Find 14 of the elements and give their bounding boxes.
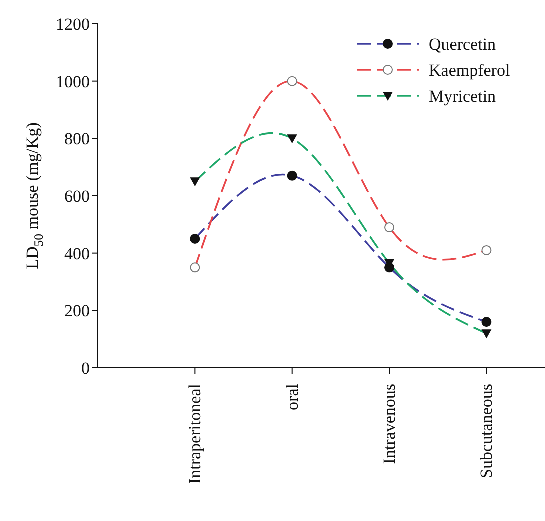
- y-tick-label: 1000: [56, 72, 90, 92]
- legend-label: Quercetin: [429, 35, 497, 54]
- legend-label: Kaempferol: [429, 61, 510, 80]
- x-tick-label: oral: [282, 384, 302, 410]
- x-tick-label: Intravenous: [380, 384, 400, 464]
- legend-label: Myricetin: [429, 87, 497, 106]
- y-tick-label: 200: [64, 302, 90, 321]
- y-tick-label: 400: [64, 244, 90, 264]
- y-tick-label: 0: [82, 359, 90, 378]
- y-tick-label: 1200: [56, 15, 90, 34]
- x-tick-label: Intraperitoneal: [186, 384, 205, 484]
- y-tick-label: 600: [64, 187, 90, 206]
- x-tick-label: Subcutaneous: [477, 384, 496, 478]
- y-tick-label: 800: [64, 130, 90, 149]
